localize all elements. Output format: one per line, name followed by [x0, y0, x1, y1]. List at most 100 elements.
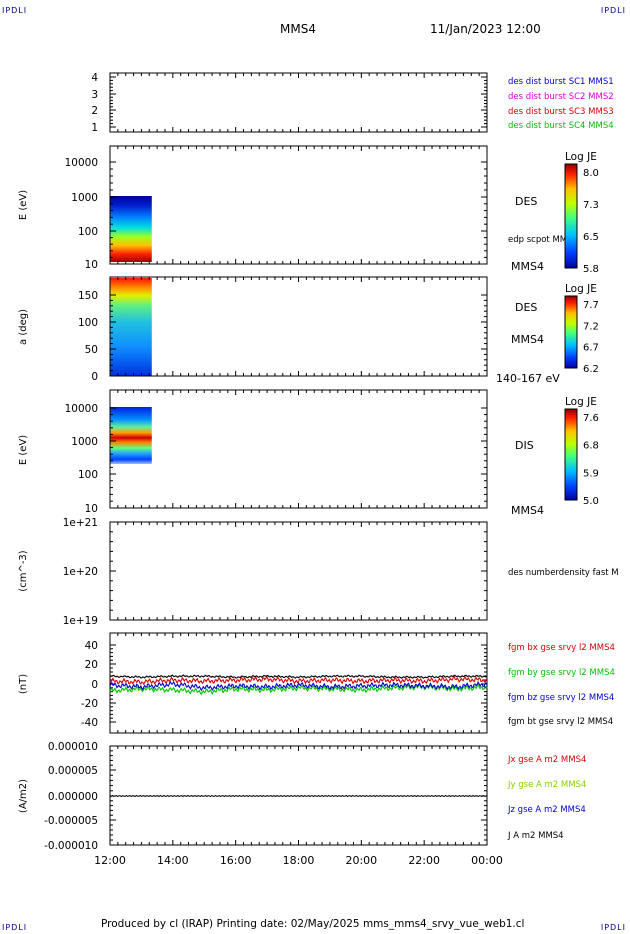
instrument-label: DIS: [515, 439, 534, 452]
legend-entry: des numberdensity fast M: [508, 568, 619, 578]
datetime-title: 11/Jan/2023 12:00: [430, 22, 541, 36]
colorbar-tick-label: 7.2: [583, 321, 599, 332]
instrument-label: DES: [515, 195, 537, 208]
panel-frame: [109, 276, 488, 377]
time-tick-label: 16:00: [220, 854, 252, 867]
time-tick-label: 00:00: [471, 854, 503, 867]
legend-entry: fgm bz gse srvy l2 MMS4: [508, 693, 614, 703]
y-tick-label: 10000: [65, 157, 98, 169]
y-tick-label: 150: [78, 290, 98, 302]
legend-entry: des dist burst SC1 MMS1: [508, 77, 614, 87]
panel-current: 0.000010 0.000005 0.000000 -0.000005 -0.0000…: [18, 741, 586, 852]
y-tick-label: -40: [81, 717, 98, 729]
legend-entry: fgm bx gse srvy l2 MMS4: [508, 643, 615, 653]
legend-entry: des dist burst SC2 MMS2: [508, 92, 614, 102]
y-tick-label: 10000: [65, 403, 98, 415]
colorbar-title: Log JE: [565, 396, 597, 408]
y-tick-label: 4: [91, 72, 98, 84]
y-tick-label: 100: [78, 317, 98, 329]
y-tick-label: -0.000010: [44, 840, 98, 852]
y-tick-label: 20: [85, 659, 98, 671]
y-tick-label: 1e+21: [63, 517, 98, 529]
bottom-right-label: MMS4: [511, 260, 544, 273]
colorbar-title: Log JE: [565, 283, 597, 295]
legend-entry: des dist burst SC4 MMS4: [508, 121, 614, 131]
time-tick-label: 14:00: [157, 854, 189, 867]
colorbar-tick-label: 6.7: [583, 343, 599, 354]
y-tick-label: 1000: [71, 192, 98, 204]
colorbar-tick-label: 7.3: [583, 200, 599, 211]
corner-label-top-left: IPDLI: [2, 6, 28, 15]
legend-entry: Jz gse A m2 MMS4: [507, 805, 586, 815]
colorbar: [564, 295, 578, 369]
time-tick-label: 18:00: [283, 854, 315, 867]
y-axis-label: a (deg): [18, 309, 29, 345]
corner-label-top-right: IPDLI: [600, 6, 626, 15]
colorbar-tick-label: 5.0: [583, 496, 599, 507]
y-tick-label: 100: [78, 226, 98, 238]
y-tick-label: 0: [91, 371, 98, 383]
panel-des_pitch: 150 100 50 0 a (deg) DES MMS4 140-167 eV Log JE 7…: [18, 276, 599, 385]
colorbar: [564, 163, 578, 269]
y-tick-label: 0: [91, 679, 98, 691]
corner-label-bottom-left: IPDLI: [2, 923, 28, 932]
y-axis-label: (cm^-3): [18, 550, 29, 591]
bfield-series-line: [109, 681, 488, 692]
panel-frame: [109, 72, 488, 133]
colorbar-tick-label: 6.2: [583, 364, 599, 375]
overlay-label: edp scpot MMS4: [508, 235, 578, 245]
y-axis-label: E (eV): [18, 435, 29, 465]
y-tick-label: 10: [85, 503, 98, 515]
panel-density: 1e+21 1e+20 1e+19 (cm^-3) des numberdensity …: [18, 517, 619, 627]
time-tick-label: 12:00: [94, 854, 126, 867]
colorbar-tick-label: 8.0: [583, 168, 599, 179]
colorbar-tick-label: 5.8: [583, 264, 599, 275]
legend-entry: des dist burst SC3 MMS3: [508, 107, 614, 117]
figure: 4 3 2 1 des dist burst SC1 MMS1 des dist burs…: [18, 72, 619, 867]
panel-dis_energy: 10000 1000 100 10 E (eV) DIS MMS4 Log JE 7.6 6.8 5…: [18, 389, 599, 517]
panel-burst: 4 3 2 1 des dist burst SC1 MMS1 des dist burs…: [91, 72, 613, 134]
colorbar-tick-label: 6.8: [583, 441, 599, 452]
bottom-right-label: 140-167 eV: [496, 372, 560, 385]
bfield-series-line: [109, 674, 488, 679]
y-tick-label: 2: [91, 105, 98, 117]
y-tick-label: 0.000005: [48, 765, 98, 777]
current-series-line: [109, 794, 488, 798]
colorbar-title: Log JE: [565, 151, 597, 163]
corner-label-bottom-right: IPDLI: [600, 923, 626, 932]
legend-entry: fgm bt gse srvy l2 MMS4: [508, 717, 613, 727]
colorbar-tick-label: 5.9: [583, 468, 599, 479]
time-tick-label: 22:00: [408, 854, 440, 867]
spacecraft-title: MMS4: [280, 22, 316, 36]
panel-bfield: 40 20 0 -20 -40 (nT) fgm bx gse srvy l2 MMS4 fg…: [18, 632, 615, 734]
bfield-series-line: [109, 683, 488, 696]
colorbar-tick-label: 6.5: [583, 232, 599, 243]
panel-frame: [109, 389, 488, 509]
y-tick-label: 0.000000: [48, 791, 98, 803]
panel-frame: [109, 145, 488, 265]
instrument-label: DES: [515, 301, 537, 314]
y-axis-label: (A/m2): [18, 779, 29, 813]
y-tick-label: 50: [85, 344, 98, 356]
y-tick-label: 1000: [71, 436, 98, 448]
y-axis-label: E (eV): [18, 190, 29, 220]
y-tick-label: 1e+19: [63, 615, 98, 627]
y-axis-label: (nT): [18, 674, 29, 694]
y-tick-label: -0.000005: [44, 815, 98, 827]
y-tick-label: 40: [85, 640, 98, 652]
time-tick-label: 20:00: [345, 854, 377, 867]
y-tick-label: 100: [78, 469, 98, 481]
colorbar: [564, 408, 578, 501]
colorbar-tick-label: 7.7: [583, 300, 599, 311]
overlay-label: MMS4: [511, 333, 544, 346]
legend-entry: J A m2 MMS4: [507, 831, 564, 841]
legend-entry: Jx gse A m2 MMS4: [507, 755, 586, 765]
bfield-series-line: [109, 675, 488, 686]
legend-entry: Jy gse A m2 MMS4: [507, 780, 586, 790]
panel-frame: [109, 521, 488, 621]
y-tick-label: 3: [91, 89, 98, 101]
bottom-right-label: MMS4: [511, 504, 544, 517]
y-tick-label: -20: [81, 698, 98, 710]
y-tick-label: 1: [91, 122, 98, 134]
legend-entry: fgm by gse srvy l2 MMS4: [508, 668, 615, 678]
